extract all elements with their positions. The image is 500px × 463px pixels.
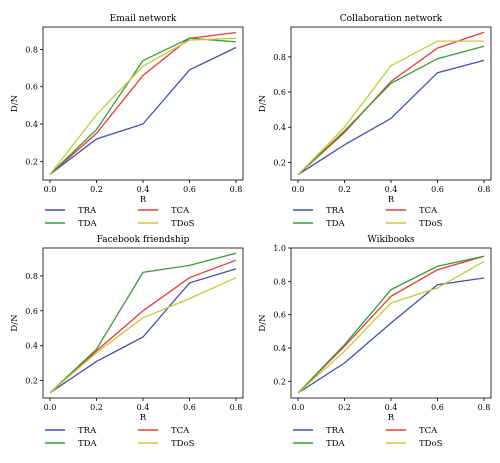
- x-tick-label: 0.8: [230, 403, 243, 412]
- x-axis-label: R: [388, 195, 395, 205]
- y-tick-label: 0.2: [25, 377, 38, 386]
- x-tick-label: 0.8: [478, 403, 491, 412]
- legend-label-tca: TCA: [171, 206, 190, 216]
- x-axis-label: R: [140, 413, 147, 423]
- y-tick-label: 0.4: [25, 342, 38, 351]
- y-tick-label: 0.8: [25, 272, 38, 281]
- x-axis-label: R: [140, 195, 147, 205]
- chart-title: Collaboration network: [340, 14, 443, 24]
- series-line-tca: [49, 31, 237, 175]
- legend-label-tdos: TDoS: [419, 219, 443, 229]
- y-tick-label: 0.6: [273, 311, 286, 320]
- series-line-tra: [297, 277, 485, 394]
- x-tick-label: 0.4: [137, 403, 150, 412]
- y-tick-label: 0.8: [273, 277, 286, 286]
- y-tick-label: 0.4: [25, 120, 38, 129]
- x-tick-label: 0.6: [431, 403, 444, 412]
- series-line-tdos: [49, 37, 237, 175]
- legend-label-tca: TCA: [171, 426, 190, 436]
- legend-label-tda: TDA: [78, 219, 97, 229]
- legend: TRA TCA TDA TDoS: [293, 206, 443, 229]
- x-tick-label: 0.6: [431, 185, 444, 194]
- y-tick-label: 0.6: [273, 88, 286, 97]
- x-tick-label: 0.4: [385, 403, 398, 412]
- series-line-tda: [297, 255, 485, 394]
- series-line-tda: [49, 252, 237, 394]
- plot-frame: [42, 247, 244, 399]
- y-axis-label: D/N: [258, 94, 268, 112]
- chart-panel-0: Email network 0.0 0.2 0.4 0.6 0.8 0.2 0.4 0.6 0.8…: [10, 14, 244, 229]
- y-tick-label: 0.8: [25, 45, 38, 54]
- x-tick-label: 0.2: [338, 403, 351, 412]
- x-tick-label: 0.8: [230, 185, 243, 194]
- legend-label-tdos: TDoS: [171, 219, 195, 229]
- series-line-tdos: [297, 260, 485, 394]
- legend-label-tra: TRA: [78, 426, 97, 436]
- chart-title: Wikibooks: [368, 235, 415, 245]
- y-tick-label: 0.6: [25, 307, 38, 316]
- legend-label-tda: TDA: [78, 439, 97, 449]
- chart-title: Facebook friendship: [97, 235, 190, 245]
- x-tick-label: 0.0: [44, 185, 57, 194]
- y-axis-label: D/N: [10, 94, 20, 112]
- legend-label-tdos: TDoS: [419, 439, 443, 449]
- series-line-tda: [297, 45, 485, 176]
- legend-label-tdos: TDoS: [171, 439, 195, 449]
- series-line-tra: [297, 59, 485, 176]
- x-tick-label: 0.2: [90, 185, 103, 194]
- x-tick-label: 0.6: [183, 403, 196, 412]
- x-tick-label: 0.0: [292, 185, 305, 194]
- y-tick-label: 0.6: [25, 83, 38, 92]
- legend-label-tca: TCA: [419, 426, 438, 436]
- series-line-tra: [49, 46, 237, 175]
- legend: TRA TCA TDA TDoS: [293, 426, 443, 449]
- series-line-tra: [49, 268, 237, 394]
- y-tick-label: 0.2: [273, 377, 286, 386]
- series-line-tdos: [49, 277, 237, 394]
- x-tick-label: 0.2: [90, 403, 103, 412]
- y-tick-label: 0.8: [273, 53, 286, 62]
- y-tick-label: 0.2: [25, 157, 38, 166]
- y-tick-label: 0.2: [273, 158, 286, 167]
- x-tick-label: 0.4: [137, 185, 150, 194]
- legend-label-tda: TDA: [326, 439, 345, 449]
- legend: TRA TCA TDA TDoS: [45, 206, 195, 229]
- legend: TRA TCA TDA TDoS: [45, 426, 195, 449]
- legend-label-tra: TRA: [326, 206, 345, 216]
- plot-frame: [290, 26, 492, 181]
- x-tick-label: 0.4: [385, 185, 398, 194]
- series-line-tca: [297, 255, 485, 394]
- series-line-tca: [49, 259, 237, 394]
- legend-label-tca: TCA: [419, 206, 438, 216]
- y-axis-label: D/N: [258, 314, 268, 332]
- y-axis-label: D/N: [10, 314, 20, 332]
- chart-panel-1: Collaboration network 0.0 0.2 0.4 0.6 0.8 0.2 0…: [258, 14, 492, 229]
- x-tick-label: 0.2: [338, 185, 351, 194]
- chart-panel-3: Wikibooks 0.0 0.2 0.4 0.6 0.8 0.2 0.4 0.6 0.8 1.0 R…: [258, 235, 492, 449]
- legend-label-tda: TDA: [326, 219, 345, 229]
- x-tick-label: 0.0: [292, 403, 305, 412]
- y-tick-label: 0.4: [273, 123, 286, 132]
- series-line-tca: [297, 31, 485, 176]
- y-tick-label: 0.4: [273, 344, 286, 353]
- x-axis-label: R: [388, 413, 395, 423]
- x-tick-label: 0.0: [44, 403, 57, 412]
- x-tick-label: 0.6: [183, 185, 196, 194]
- series-line-tdos: [297, 40, 484, 176]
- legend-label-tra: TRA: [326, 426, 345, 436]
- chart-panel-2: Facebook friendship 0.0 0.2 0.4 0.6 0.8 0.2 0.4…: [10, 235, 244, 449]
- x-tick-label: 0.8: [478, 185, 491, 194]
- chart-title: Email network: [110, 14, 177, 24]
- y-tick-label: 1.0: [273, 244, 286, 253]
- legend-label-tra: TRA: [78, 206, 97, 216]
